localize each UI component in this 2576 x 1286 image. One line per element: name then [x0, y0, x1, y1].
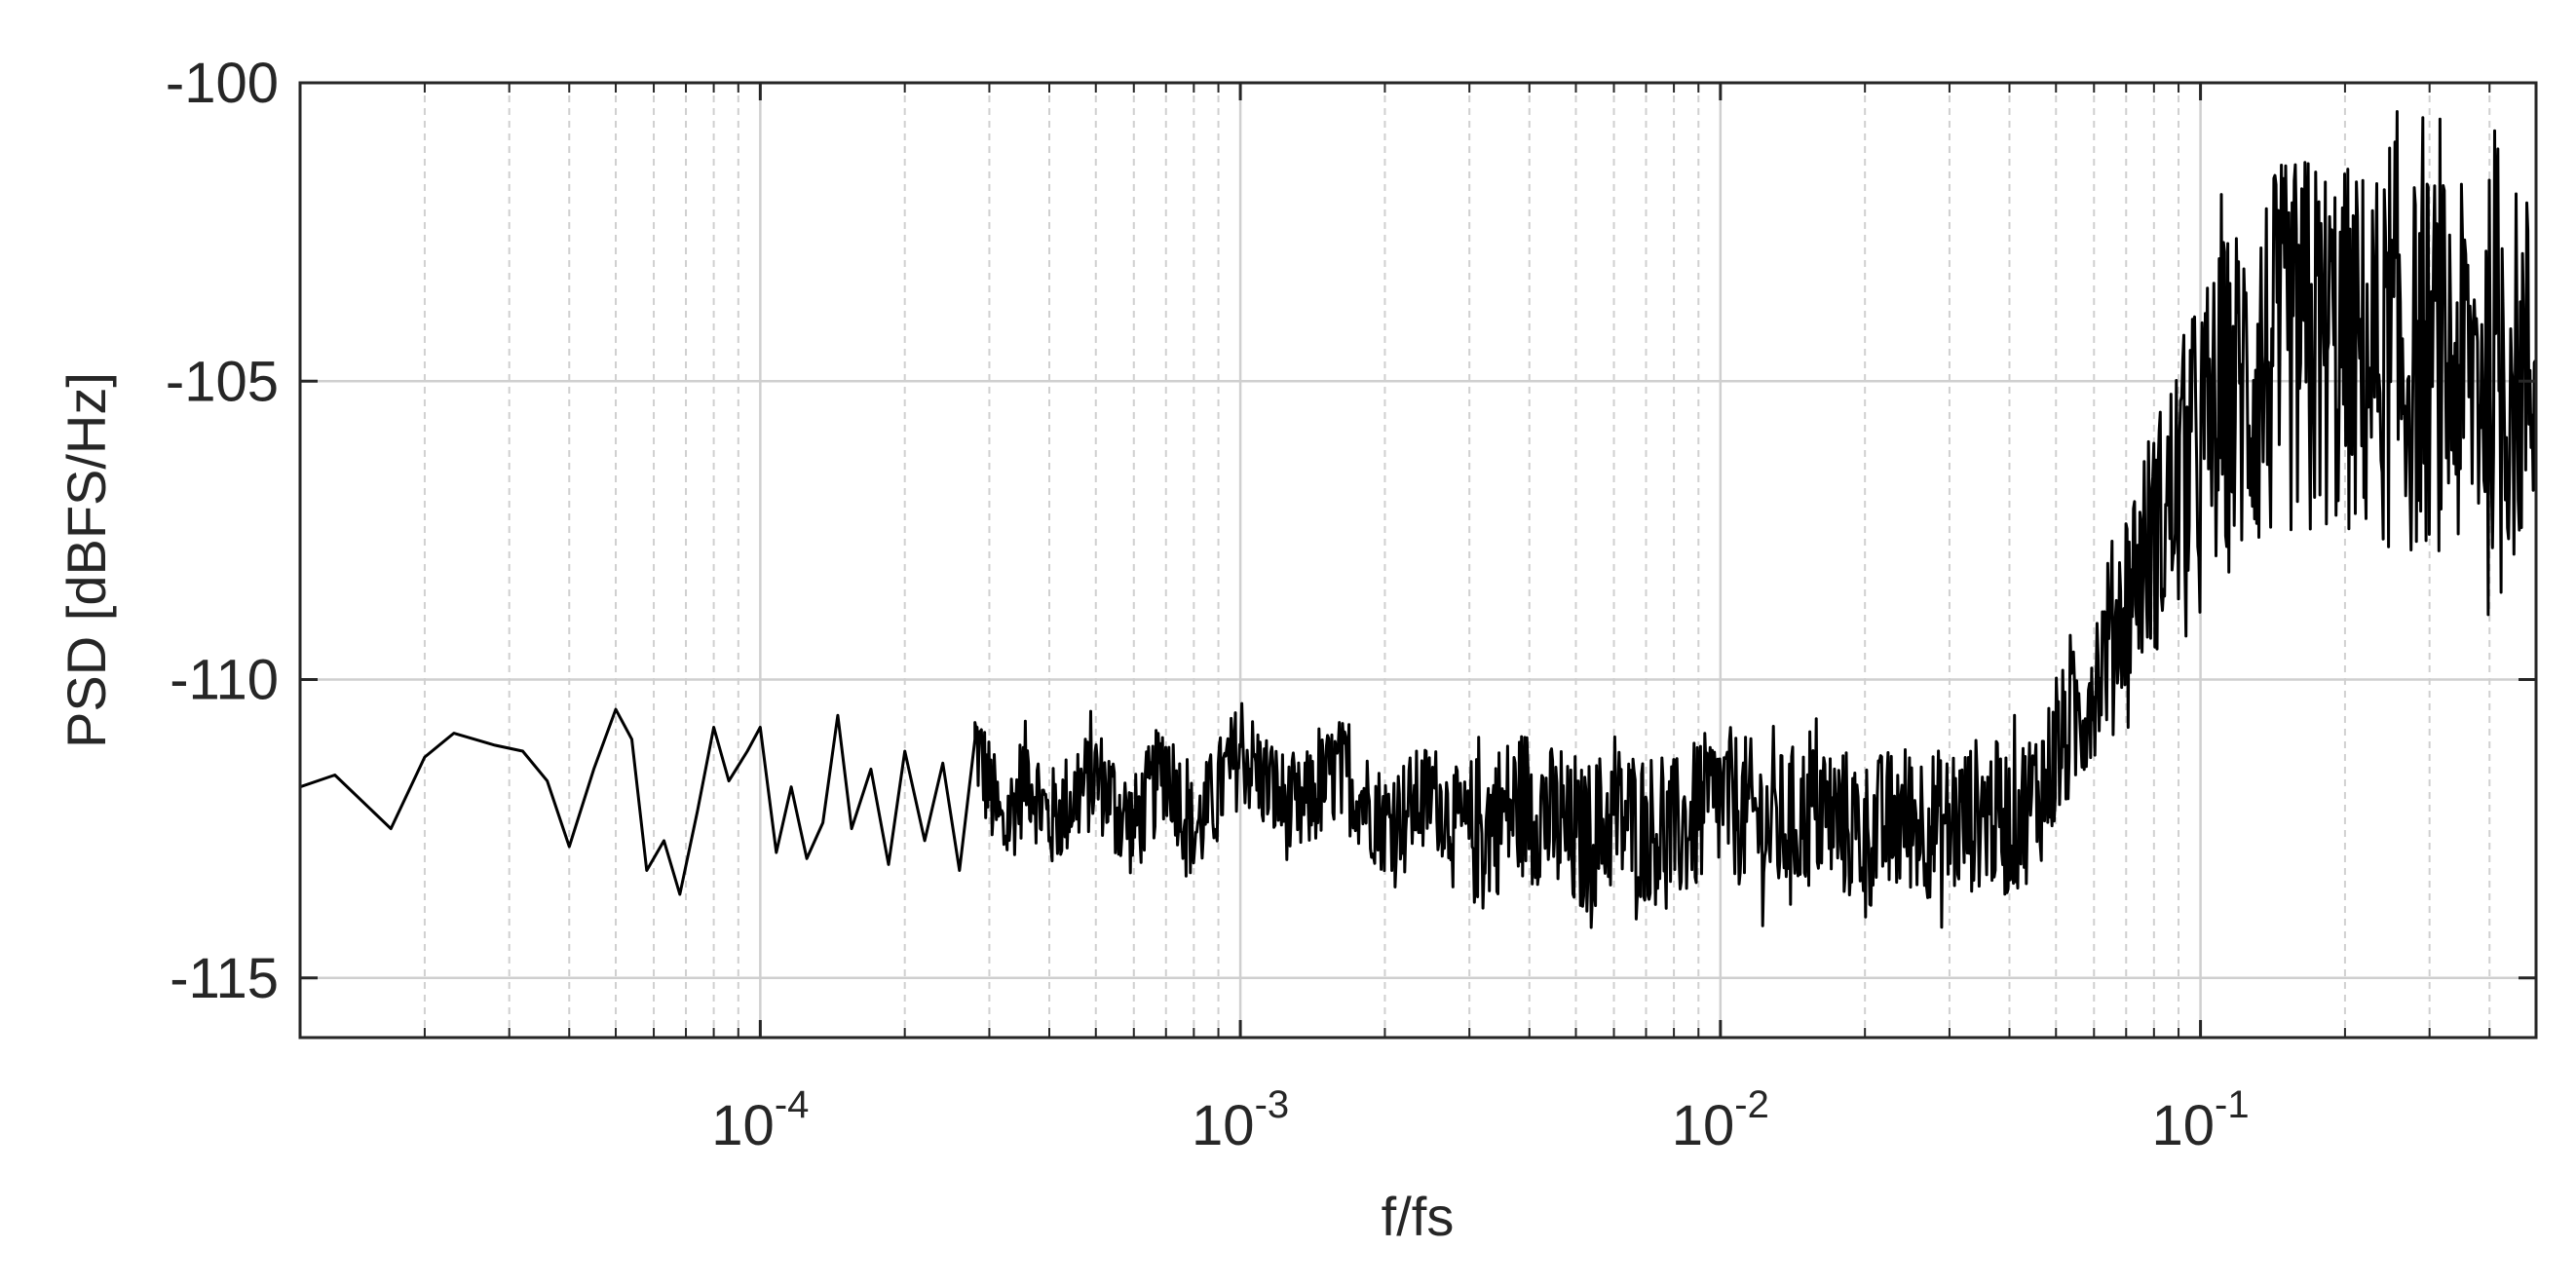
y-tick-label: -100 [166, 52, 279, 115]
x-axis-label: f/fs [1382, 1186, 1455, 1247]
ticks: 10-4 10-3 10-2 10-1 -100 -105 -110 -115 [166, 52, 2536, 1157]
grid [300, 83, 2536, 1038]
x-tick-label: 10-4 [711, 1083, 809, 1157]
x-tick-label: 10-2 [1672, 1083, 1769, 1157]
x-tick-label: 10-3 [1192, 1083, 1289, 1157]
x-tick-label: 10-1 [2152, 1083, 2250, 1157]
y-axis-label: PSD [dBFS/Hz] [56, 372, 117, 748]
y-tick-label: -110 [170, 649, 279, 712]
y-tick-label: -115 [170, 947, 279, 1010]
plot-frame [298, 81, 2538, 1040]
y-tick-label: -105 [166, 350, 279, 413]
data-layer [300, 110, 2536, 929]
psd-series-line [300, 110, 2536, 929]
